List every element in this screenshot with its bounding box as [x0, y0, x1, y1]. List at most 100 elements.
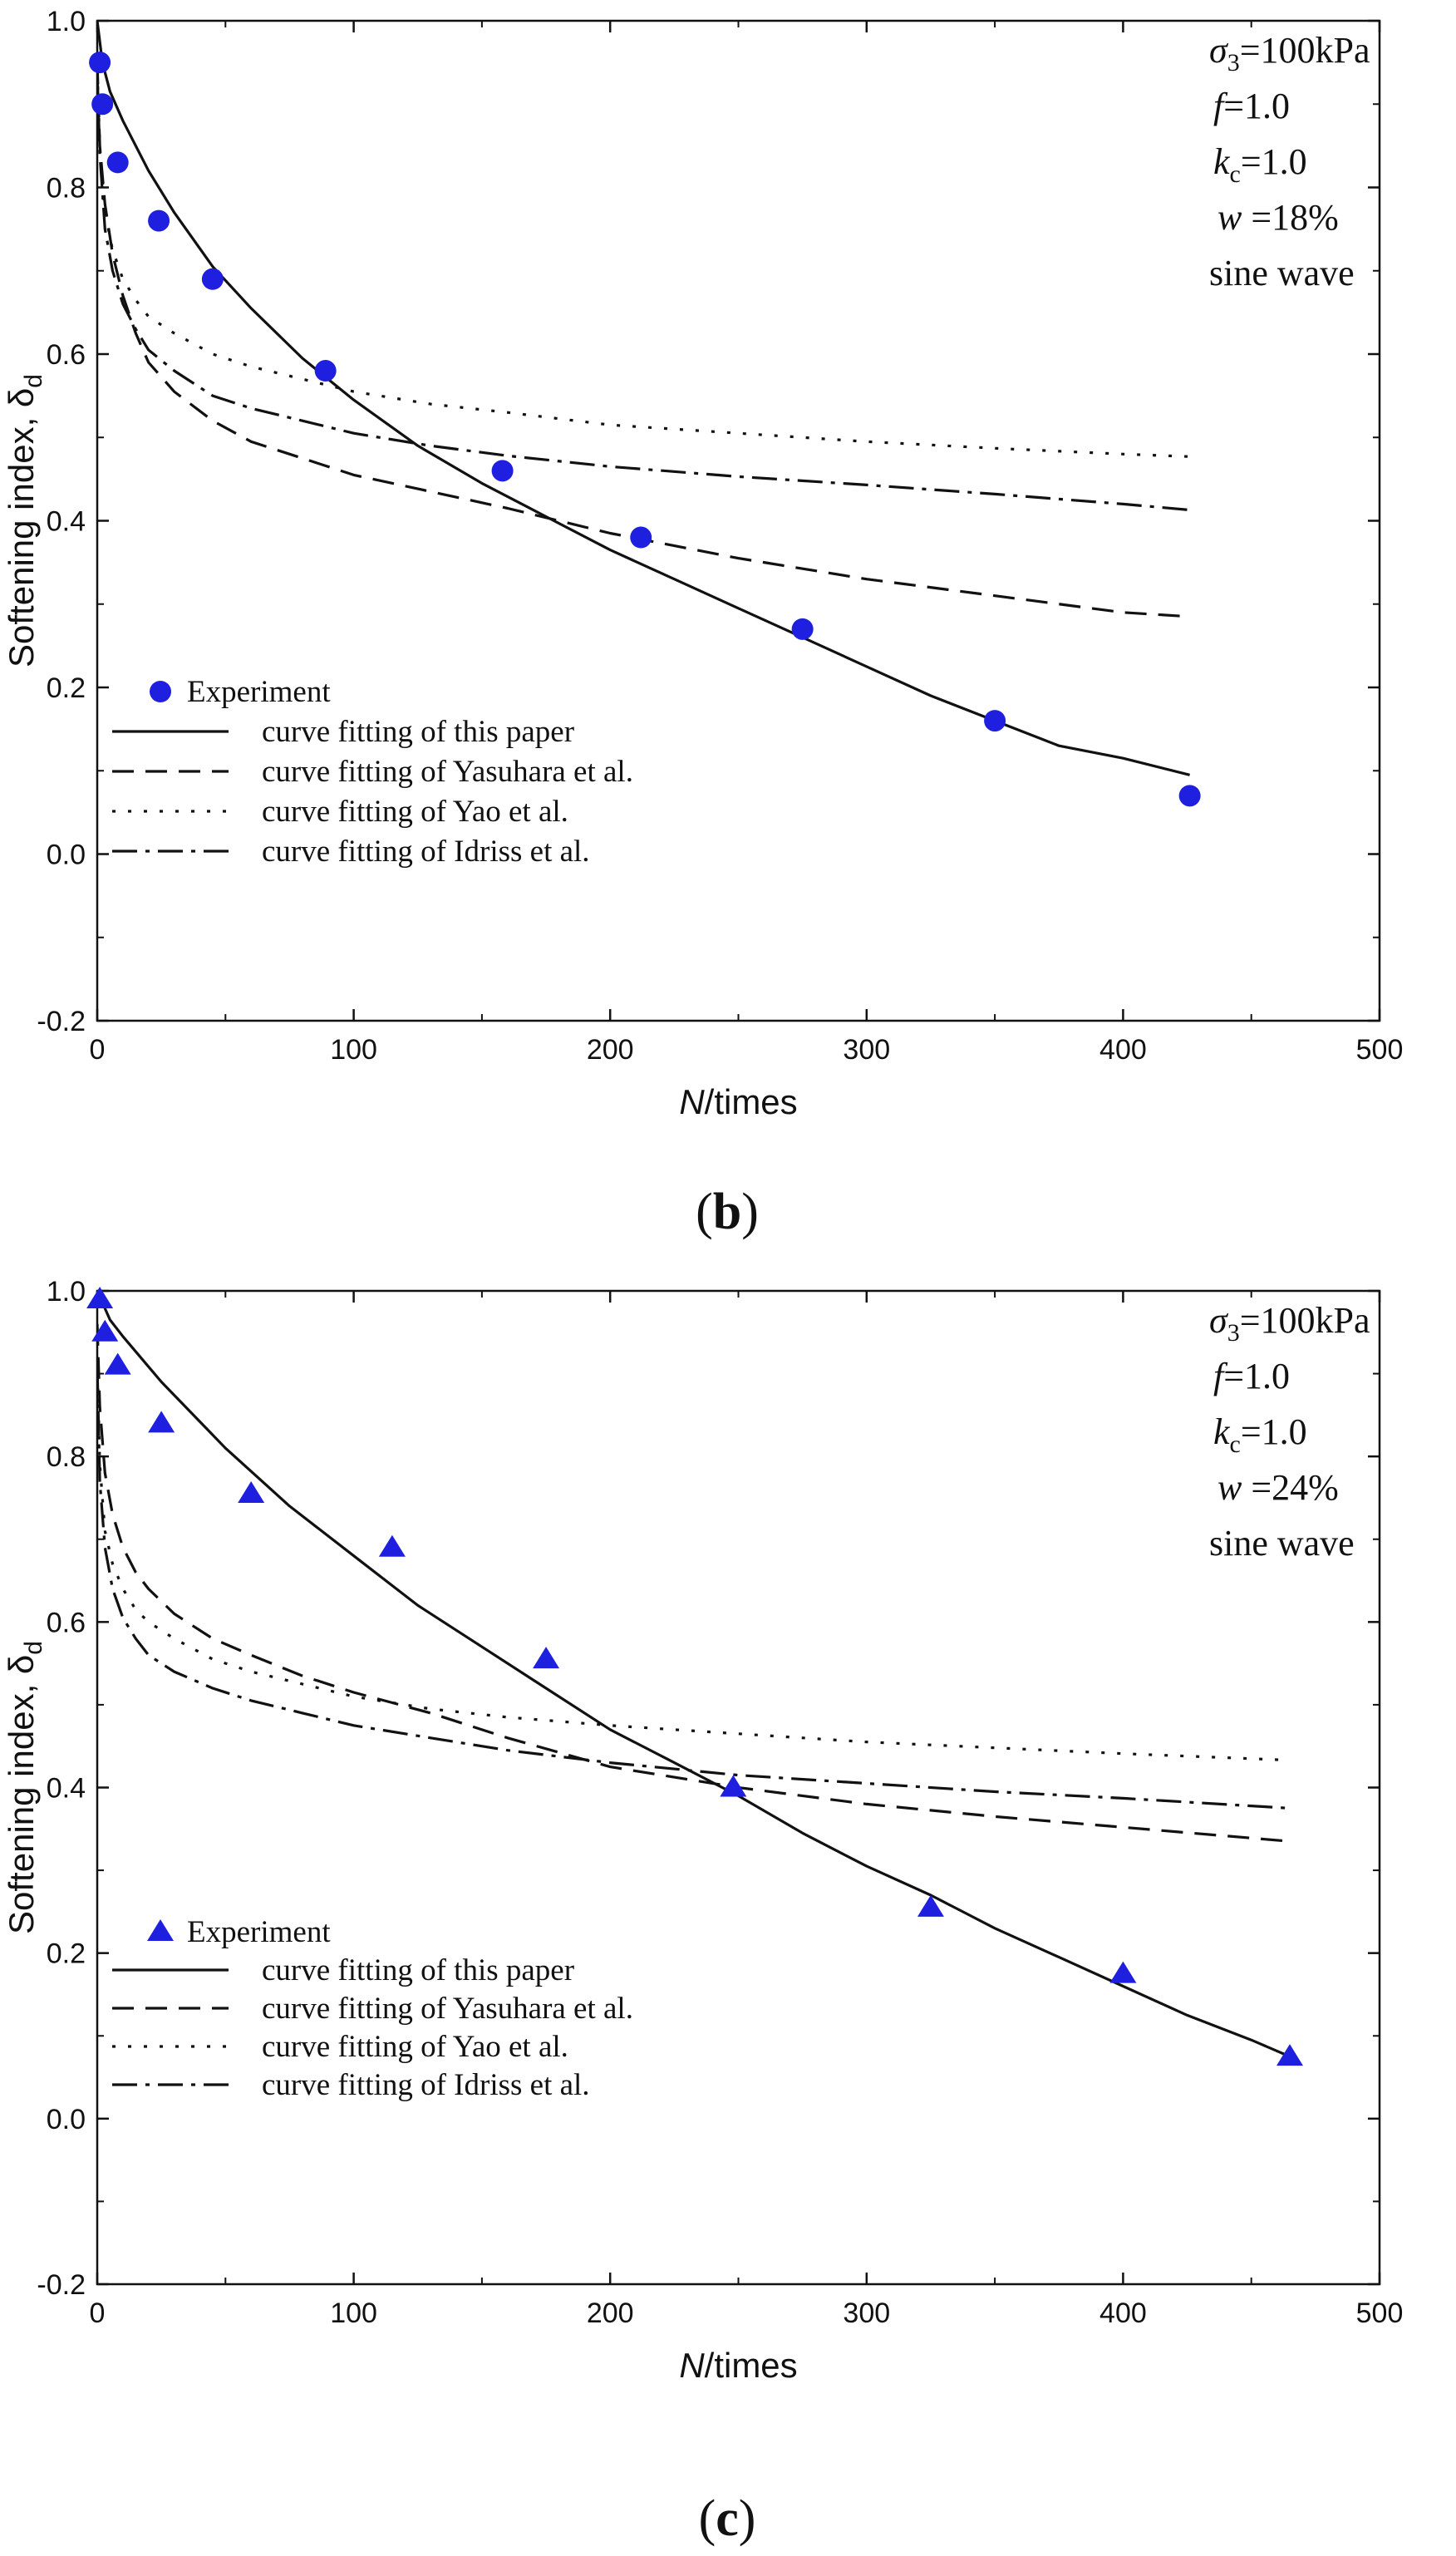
series-line-dashed — [97, 62, 1190, 618]
x-axis-title: N/times — [679, 1082, 797, 1121]
legend-marker — [147, 1919, 174, 1941]
panel-label-open: ( — [696, 1184, 713, 1240]
experiment-point — [720, 1775, 747, 1797]
experiment-point — [491, 460, 514, 482]
experiment-point — [917, 1894, 944, 1917]
condition-annotation: σ3=100kPa f=1.0 kc=1.0 w =18% sine wave — [1209, 30, 1370, 293]
experiment-point — [238, 1480, 265, 1503]
y-axis-title-main: Softening index, δ — [2, 1655, 41, 1934]
experiment-point — [1276, 2044, 1303, 2066]
legend-label: curve fitting of Yao et al. — [262, 2030, 568, 2064]
y-tick-label: 1.0 — [47, 1276, 86, 1308]
experiment-point — [984, 710, 1006, 732]
y-tick-label: 0.0 — [47, 840, 86, 871]
x-tick-label: 0 — [90, 2297, 106, 2329]
panel-label-letter: b — [713, 1184, 741, 1240]
series-line-dotted — [97, 71, 1190, 458]
annot-sigma-sub: 3 — [1227, 49, 1240, 76]
x-tick-label: 100 — [330, 2297, 377, 2329]
y-tick-label: 0.8 — [47, 173, 86, 204]
y-tick-label: -0.2 — [37, 1006, 86, 1037]
legend-label: curve fitting of Idriss et al. — [262, 835, 590, 869]
panel-label-close: ) — [739, 2490, 756, 2547]
annot-sigma-value: =100kPa — [1240, 1300, 1370, 1341]
series-line-solid — [97, 1290, 1291, 2058]
x-tick-label: 400 — [1099, 2297, 1147, 2329]
annot-wave: sine wave — [1209, 253, 1355, 293]
experiment-point — [201, 268, 224, 290]
y-axis-title: Softening index, δd — [2, 374, 47, 667]
x-axis-title-rest: /times — [705, 2346, 798, 2385]
annot-sigma-symbol: σ — [1209, 30, 1229, 71]
y-axis-title-sub: d — [20, 374, 47, 388]
y-tick-label: 1.0 — [47, 6, 86, 37]
legend-label: curve fitting of Idriss et al. — [262, 2068, 590, 2102]
x-tick-label: 300 — [843, 1034, 890, 1066]
panel-label: (c) — [699, 2490, 756, 2547]
annot-kc-value: =1.0 — [1241, 1411, 1307, 1452]
experiment-point — [148, 209, 170, 232]
annot-kc-sub: c — [1230, 1431, 1241, 1458]
legend-label: curve fitting of Yasuhara et al. — [262, 755, 633, 789]
annot-w-symbol: w — [1217, 1467, 1242, 1508]
experiment-point — [89, 52, 111, 74]
experiment-point — [104, 1352, 131, 1375]
annot-f-value: =1.0 — [1223, 1356, 1290, 1396]
panel-label-close: ) — [741, 1184, 759, 1240]
y-axis-title: Softening index, δd — [2, 1641, 47, 1934]
annot-sigma-value: =100kPa — [1240, 30, 1370, 71]
annot-sigma: σ3=100kPa — [1209, 30, 1370, 76]
annot-kc: kc=1.0 — [1213, 141, 1307, 188]
annot-sigma: σ3=100kPa — [1209, 1300, 1370, 1347]
panel-label: (b) — [696, 1184, 759, 1240]
plot-frame — [96, 19, 1381, 1022]
annot-w: w =24% — [1217, 1467, 1339, 1508]
annot-sigma-sub: 3 — [1227, 1319, 1240, 1347]
legend: Experiment curve fitting of this paper cur… — [112, 675, 633, 869]
x-axis-title-rest: /times — [705, 1082, 798, 1121]
legend-label: curve fitting of Yasuhara et al. — [262, 1992, 633, 2026]
experiment-point — [91, 93, 114, 116]
annot-kc-value: =1.0 — [1241, 141, 1307, 182]
x-tick-label: 200 — [587, 1034, 634, 1066]
annot-kc-symbol: k — [1213, 141, 1231, 182]
series-line-dashdot — [97, 71, 1190, 512]
annot-w-value: =18% — [1242, 197, 1338, 238]
y-tick-label: 0.8 — [47, 1441, 86, 1473]
panel-label-open: ( — [699, 2490, 716, 2547]
annot-w-symbol: w — [1217, 197, 1242, 238]
y-tick-label: 0.2 — [47, 672, 86, 704]
x-tick-label: 0 — [90, 1034, 106, 1066]
experiment-point — [1109, 1961, 1137, 1983]
annot-f-value: =1.0 — [1223, 86, 1290, 126]
annot-sigma-symbol: σ — [1209, 1300, 1229, 1341]
y-axis-title-main: Softening index, δ — [2, 388, 41, 667]
curves-group — [97, 20, 1190, 776]
experiment-point — [106, 151, 129, 174]
legend-label: curve fitting of this paper — [262, 1953, 574, 1987]
experiment-point — [91, 1319, 119, 1342]
series-line-dashdot — [97, 1365, 1291, 1810]
x-tick-label: 400 — [1099, 1034, 1147, 1066]
annot-kc-symbol: k — [1213, 1411, 1231, 1452]
series-line-solid — [97, 20, 1190, 776]
annot-w: w =18% — [1217, 197, 1339, 238]
legend-label: curve fitting of this paper — [262, 715, 574, 749]
x-tick-label: 500 — [1356, 2297, 1404, 2329]
y-axis-title-sub: d — [20, 1641, 47, 1655]
x-tick-label: 300 — [843, 2297, 890, 2329]
experiment-point — [791, 618, 814, 640]
annot-w-value: =24% — [1242, 1467, 1338, 1508]
series-line-dashed — [97, 1323, 1291, 1843]
x-tick-label: 200 — [587, 2297, 634, 2329]
legend: Experiment curve fitting of this paper cur… — [112, 1915, 633, 2102]
annot-f: f=1.0 — [1213, 1356, 1290, 1396]
panel-label-letter: c — [716, 2490, 739, 2547]
annot-kc: kc=1.0 — [1213, 1411, 1307, 1458]
experiment-point — [533, 1647, 560, 1669]
annot-f: f=1.0 — [1213, 86, 1290, 126]
x-tick-label: 100 — [330, 1034, 377, 1066]
y-tick-label: 0.2 — [47, 1938, 86, 1970]
